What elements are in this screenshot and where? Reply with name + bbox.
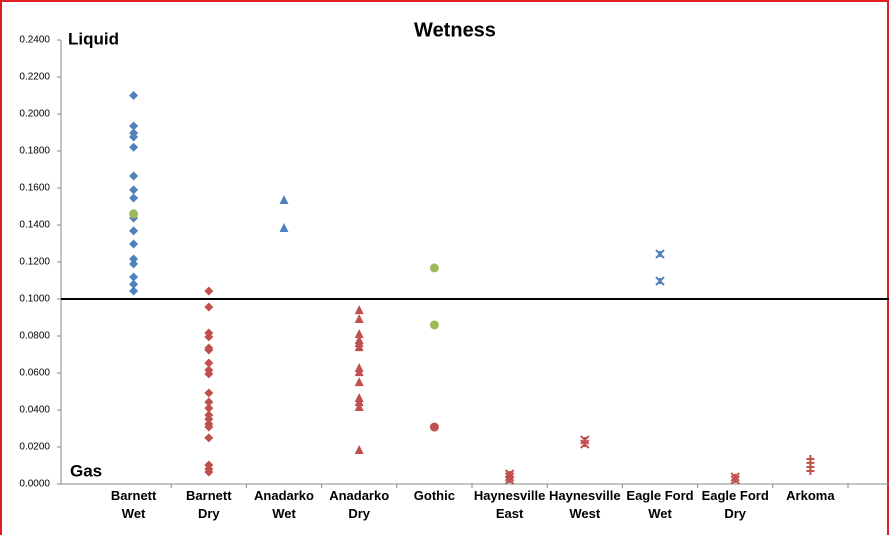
x-tick-label: Haynesville East	[473, 488, 546, 521]
y-tick-label: 0.1400	[19, 220, 50, 231]
point	[204, 414, 214, 424]
y-tick-label: 0.0200	[19, 442, 50, 453]
x-tick-label: Haynesville West	[549, 488, 621, 521]
y-tick-label: 0.2400	[19, 35, 50, 46]
y-tick-label: 0.2000	[19, 109, 50, 120]
point	[354, 305, 364, 315]
x-tick-label: Arkoma	[786, 488, 835, 503]
point	[129, 132, 139, 142]
point	[204, 332, 214, 342]
point	[806, 467, 815, 476]
point	[129, 91, 139, 100]
point	[429, 422, 439, 432]
y-tick-label: 0.1000	[19, 294, 50, 305]
y-tick-label: 0.1200	[19, 257, 50, 268]
point	[129, 286, 139, 296]
y-tick-label: 0.1800	[19, 146, 50, 157]
point	[429, 320, 439, 330]
point	[204, 345, 214, 355]
point	[129, 279, 139, 289]
point	[279, 195, 289, 205]
point	[204, 422, 214, 432]
x-tick-label: Gothic	[413, 488, 455, 503]
point	[429, 263, 439, 273]
x-tick-label: Eagle Ford Wet	[626, 488, 694, 521]
point	[354, 402, 364, 412]
y-tick-label: 0.2200	[19, 72, 50, 83]
point	[129, 259, 139, 269]
y-tick-label: 0.0400	[19, 405, 50, 416]
point	[204, 286, 214, 296]
point	[129, 121, 139, 131]
point	[129, 142, 139, 152]
point	[204, 358, 214, 368]
point	[354, 377, 364, 387]
x-tick-label: Eagle Ford Dry	[701, 488, 769, 521]
point	[129, 226, 139, 236]
point	[129, 272, 139, 282]
x-tick-label: Anadarko Wet	[254, 488, 314, 521]
x-tick-label: Barnett Wet	[110, 488, 157, 521]
point	[655, 276, 665, 286]
y-tick-label: 0.0800	[19, 331, 50, 342]
point	[129, 193, 139, 203]
point	[354, 367, 364, 377]
point	[129, 209, 139, 219]
y-tick-label: 0.0000	[19, 479, 50, 490]
y-tick-label: 0.0600	[19, 368, 50, 379]
annotation-gas: Gas	[70, 461, 102, 480]
point	[129, 239, 139, 249]
point	[354, 313, 364, 323]
point	[279, 222, 289, 232]
point	[204, 467, 214, 477]
point	[204, 397, 214, 407]
point	[129, 254, 139, 264]
annotation-liquid: Liquid	[68, 29, 119, 48]
point	[204, 433, 214, 443]
point	[354, 342, 364, 352]
point	[204, 388, 214, 398]
point	[204, 369, 214, 379]
point	[354, 444, 364, 454]
x-tick-label: Barnett Dry	[186, 488, 232, 521]
y-tick-label: 0.1600	[19, 183, 50, 194]
point	[129, 171, 139, 181]
point	[580, 439, 590, 449]
point	[655, 249, 665, 259]
chart-title: Wetness	[414, 19, 496, 41]
point	[129, 185, 139, 195]
x-tick-label: Anadarko Dry	[329, 488, 390, 521]
point	[204, 403, 214, 413]
point	[730, 475, 740, 485]
point	[504, 475, 515, 485]
point	[204, 302, 214, 312]
point	[354, 328, 364, 338]
point	[354, 397, 364, 407]
